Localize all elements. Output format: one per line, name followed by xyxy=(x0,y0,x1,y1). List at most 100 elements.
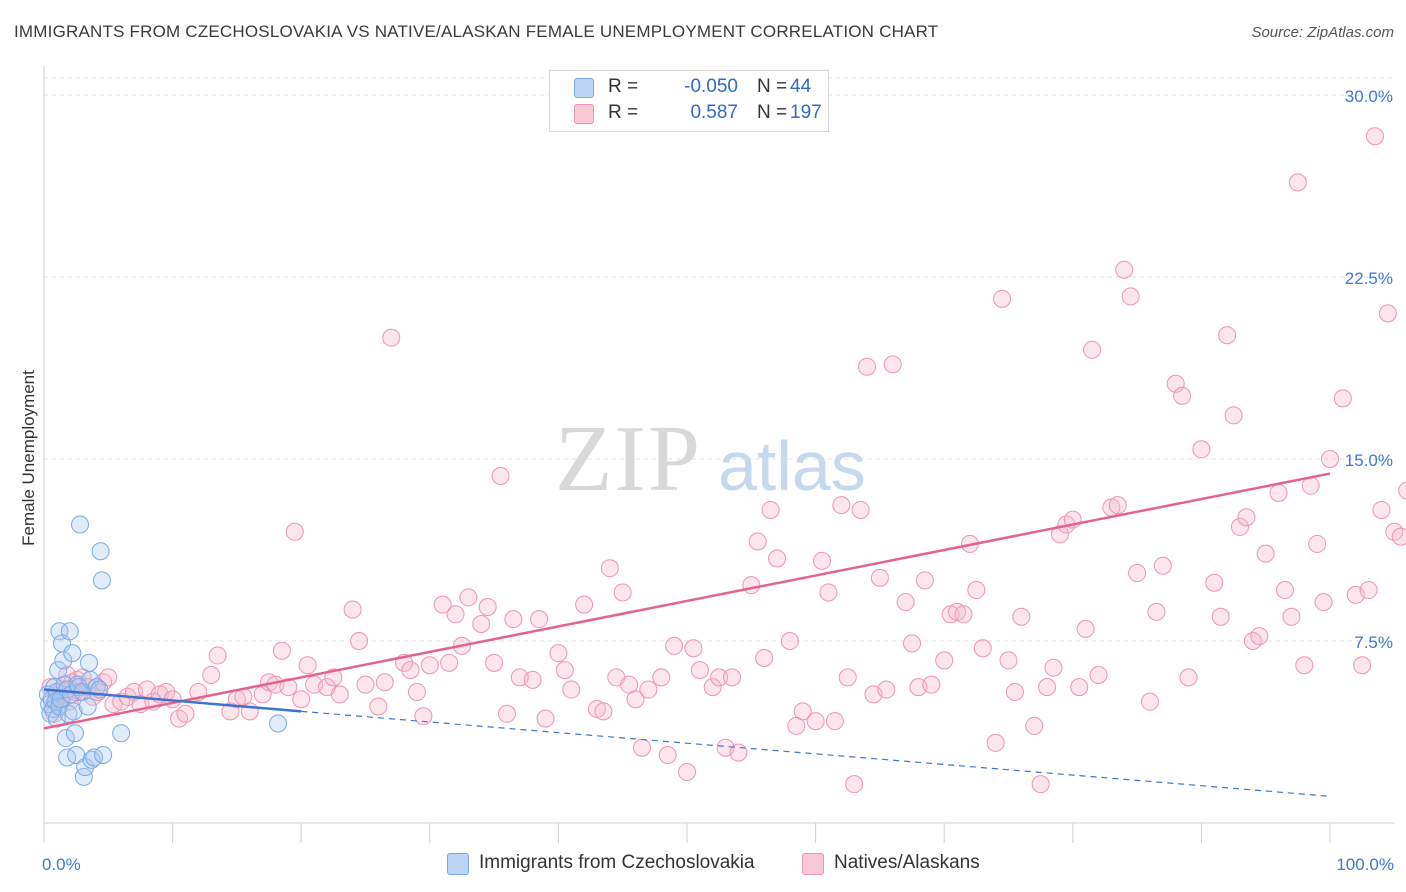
natives-point xyxy=(208,646,227,665)
czechoslovakia-point xyxy=(87,678,106,697)
natives-point xyxy=(935,651,954,670)
natives-point xyxy=(819,583,838,602)
natives-point xyxy=(1366,127,1385,146)
bottom-legend-label: Natives/Alaskans xyxy=(834,852,980,873)
natives-point xyxy=(1398,481,1406,500)
natives-point xyxy=(1256,544,1275,563)
natives-point xyxy=(870,568,889,587)
natives-point xyxy=(678,763,696,782)
czechoslovakia-point xyxy=(81,670,100,689)
natives-point xyxy=(1372,500,1391,519)
natives-point xyxy=(1211,607,1230,626)
natives-point xyxy=(324,668,343,687)
natives-point xyxy=(285,522,304,541)
natives-point xyxy=(1147,602,1166,621)
natives-point xyxy=(504,610,523,629)
natives-point xyxy=(1179,668,1198,687)
natives-point xyxy=(1353,656,1372,675)
natives-point xyxy=(401,661,420,680)
natives-point xyxy=(639,680,658,699)
natives-point xyxy=(954,605,973,624)
natives-alaskans-points xyxy=(41,127,1406,794)
natives-point xyxy=(838,668,857,687)
natives-point xyxy=(446,605,465,624)
natives-point xyxy=(575,595,594,614)
natives-point xyxy=(806,712,825,731)
natives-point xyxy=(903,634,922,653)
czechoslovakia-points xyxy=(38,515,288,786)
natives-point xyxy=(176,704,195,723)
legend-n-label: N = xyxy=(757,76,788,97)
bottom-legend-swatch-pink xyxy=(802,853,824,875)
czechoslovakia-point xyxy=(65,724,84,743)
natives-point xyxy=(1224,406,1243,425)
natives-point xyxy=(877,680,896,699)
watermark: ZIP atlas xyxy=(555,407,866,511)
czechoslovakia-point xyxy=(50,697,69,716)
natives-point xyxy=(832,496,851,515)
natives-point xyxy=(1173,386,1192,405)
natives-point xyxy=(613,583,632,602)
natives-point xyxy=(549,644,568,663)
natives-point xyxy=(1070,678,1089,697)
natives-point xyxy=(658,746,677,765)
czechoslovakia-point xyxy=(60,622,79,641)
natives-point xyxy=(742,576,761,595)
natives-point xyxy=(523,670,542,689)
natives-point xyxy=(440,653,459,672)
x-tick-label: 100.0% xyxy=(1336,855,1394,874)
x-tick-label: 0.0% xyxy=(42,855,81,874)
natives-point xyxy=(1153,556,1172,575)
natives-point xyxy=(1038,678,1057,697)
natives-point xyxy=(485,653,504,672)
y-tick-label: 15.0% xyxy=(1345,451,1393,470)
watermark-atlas: atlas xyxy=(718,427,866,505)
natives-point xyxy=(626,690,645,709)
natives-point xyxy=(1205,573,1224,592)
natives-point xyxy=(1192,440,1211,459)
natives-point xyxy=(491,466,510,485)
natives-point xyxy=(1140,692,1159,711)
natives-trend-line xyxy=(43,472,1331,730)
natives-point xyxy=(723,668,742,687)
natives-point xyxy=(1378,304,1397,323)
czechoslovakia-point xyxy=(54,651,73,670)
natives-point xyxy=(594,702,613,721)
natives-point xyxy=(1321,449,1339,468)
natives-point xyxy=(768,549,787,568)
natives-point xyxy=(993,289,1012,308)
natives-point xyxy=(1333,389,1352,408)
natives-point xyxy=(710,668,729,687)
natives-point xyxy=(915,571,934,590)
natives-point xyxy=(478,598,497,617)
natives-point xyxy=(703,678,722,697)
natives-point xyxy=(967,581,986,600)
natives-point xyxy=(1314,593,1333,612)
legend-r-value: -0.050 xyxy=(684,76,738,97)
natives-point xyxy=(748,532,767,551)
natives-point xyxy=(1359,581,1378,600)
natives-point xyxy=(986,733,1005,752)
legend-n-value: 44 xyxy=(790,76,812,97)
natives-point xyxy=(1083,340,1102,359)
natives-point xyxy=(1282,607,1301,626)
natives-point xyxy=(813,551,832,570)
czechoslovakia-point xyxy=(78,697,97,716)
legend-r-label: R = xyxy=(608,102,639,123)
natives-point xyxy=(530,610,549,629)
natives-point xyxy=(298,656,317,675)
natives-point xyxy=(292,690,311,709)
natives-point xyxy=(433,595,452,614)
natives-point xyxy=(883,355,902,374)
natives-point xyxy=(761,500,780,519)
natives-point xyxy=(343,600,362,619)
natives-point xyxy=(896,593,915,612)
natives-point xyxy=(793,702,812,721)
natives-point xyxy=(472,615,491,634)
natives-point xyxy=(845,775,864,794)
czechoslovakia-point xyxy=(80,653,99,672)
bottom-legend-swatch-blue xyxy=(447,853,469,875)
natives-point xyxy=(356,675,375,694)
natives-point xyxy=(1089,665,1108,684)
y-axis-label: Female Unemployment xyxy=(19,370,38,546)
